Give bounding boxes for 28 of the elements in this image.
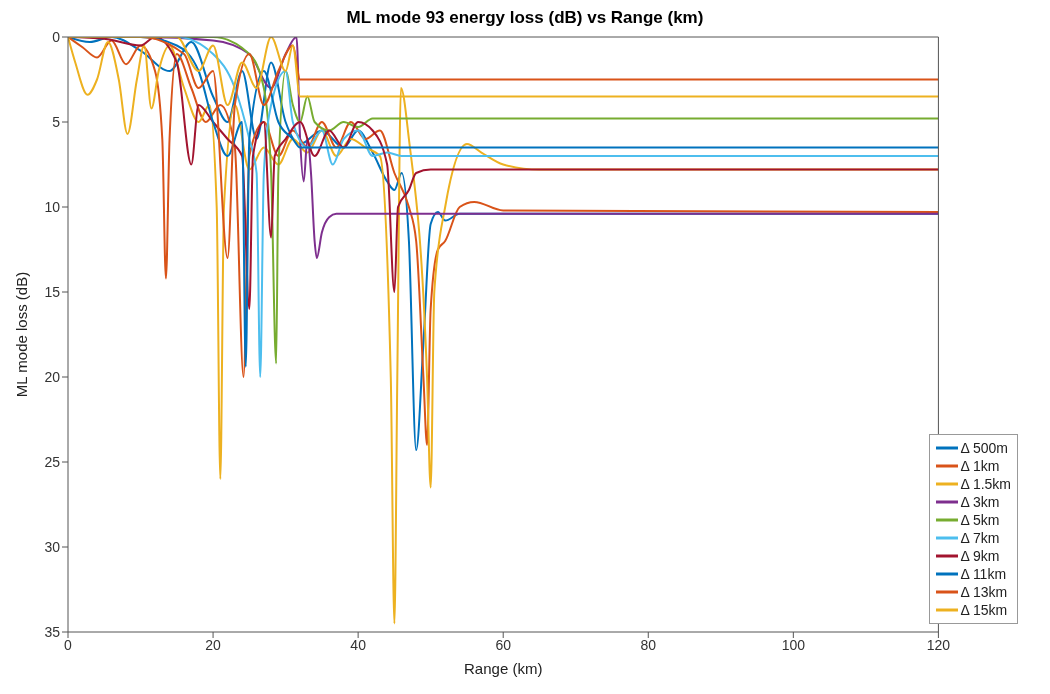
x-tick-label: 40	[350, 636, 367, 653]
y-tick-label: 25	[44, 453, 61, 470]
x-tick-label: 100	[781, 636, 806, 653]
y-tick-label: 30	[44, 538, 61, 555]
legend-label: Δ 7km	[960, 529, 1000, 547]
y-tick-label: 5	[52, 113, 61, 130]
x-tick-label: 120	[926, 636, 951, 653]
y-tick-label: 10	[44, 198, 61, 215]
legend-label: Δ 5km	[960, 511, 1000, 529]
y-tick-label: 20	[44, 368, 61, 385]
legend-label: Δ 3km	[960, 493, 1000, 511]
chart-title: ML mode 93 energy loss (dB) vs Range (km)	[345, 8, 705, 29]
y-tick-label: 0	[52, 28, 61, 45]
y-tick-label: 35	[44, 623, 61, 640]
legend-label: Δ 9km	[960, 547, 1000, 565]
x-axis-title: Range (km)	[464, 660, 543, 677]
legend-label: Δ 1.5km	[960, 475, 1011, 493]
legend-label: Δ 15km	[960, 601, 1008, 619]
legend-label: Δ 1km	[960, 457, 1000, 475]
y-tick-label: 15	[44, 283, 61, 300]
legend-label: Δ 11km	[960, 565, 1007, 583]
x-tick-label: 20	[205, 636, 222, 653]
x-tick-label: 0	[64, 636, 73, 653]
legend-label: Δ 13km	[960, 583, 1008, 601]
y-axis-title: ML mode loss (dB)	[13, 271, 31, 398]
x-tick-label: 60	[495, 636, 512, 653]
x-tick-label: 80	[640, 636, 657, 653]
legend-label: Δ 500m	[960, 439, 1008, 457]
